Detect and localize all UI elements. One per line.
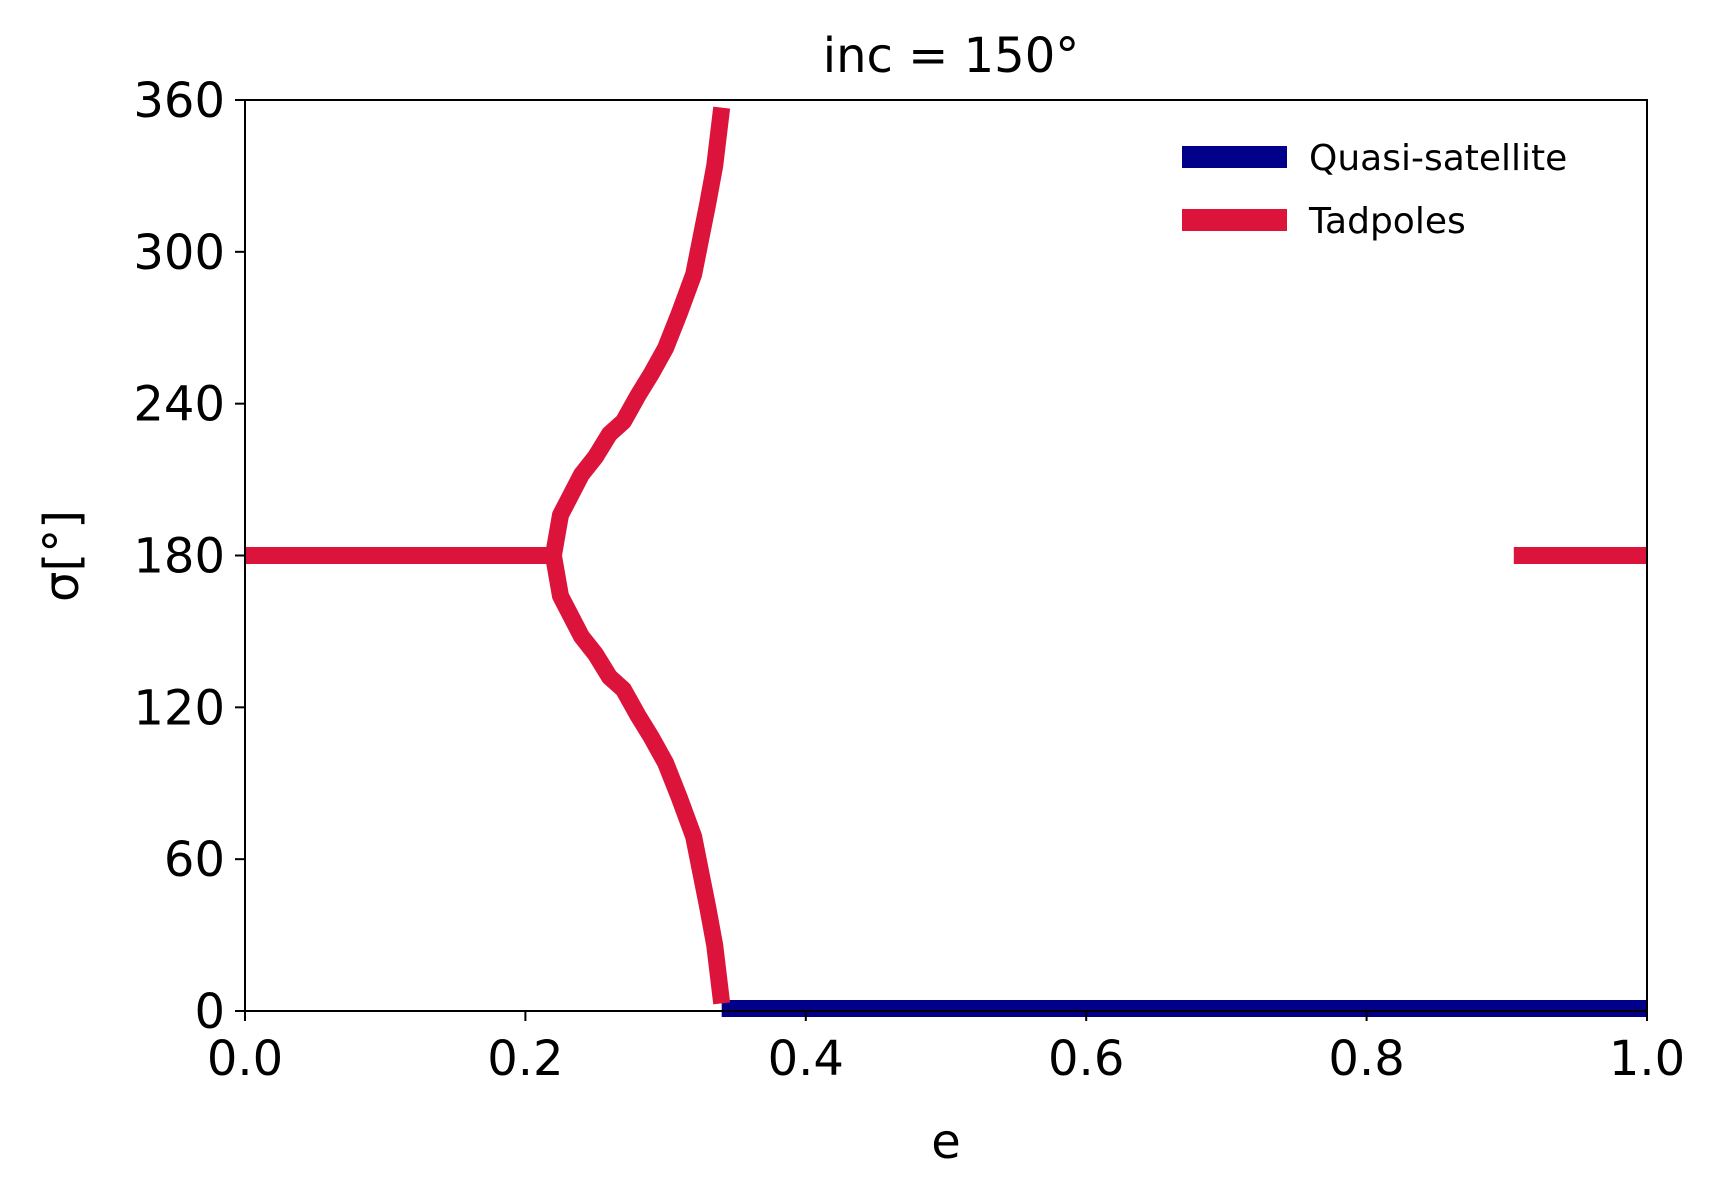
y-tick-label: 120 — [133, 680, 225, 736]
series-tadpoles-segment-2 — [545, 554, 731, 1005]
x-tick-label: 0.2 — [487, 1031, 563, 1087]
y-axis: 0 60 120 180 240 300 360 — [133, 73, 245, 1040]
x-tick-label: 1.0 — [1609, 1031, 1685, 1087]
legend: Quasi-satellite Tadpoles — [1182, 138, 1567, 242]
y-axis-label: σ[°] — [34, 510, 90, 602]
x-axis-label: e — [931, 1114, 961, 1170]
x-tick-label: 0.6 — [1048, 1031, 1124, 1087]
y-tick-label: 240 — [133, 377, 225, 433]
y-tick-label: 180 — [133, 529, 225, 585]
x-tick-label: 0.4 — [768, 1031, 844, 1087]
y-tick-label: 300 — [133, 225, 225, 281]
chart-title: inc = 150° — [823, 28, 1080, 84]
x-axis: 0.0 0.2 0.4 0.6 0.8 1.0 — [207, 1011, 1685, 1087]
y-tick-label: 0 — [194, 984, 225, 1040]
series-layer — [245, 106, 1647, 1017]
x-tick-label: 0.8 — [1328, 1031, 1404, 1087]
series-tadpoles-segment-1 — [545, 106, 731, 557]
x-tick-label: 0.0 — [207, 1031, 283, 1087]
legend-label-tadpoles: Tadpoles — [1308, 201, 1466, 242]
y-tick-label: 360 — [133, 73, 225, 129]
legend-label-quasi-satellite: Quasi-satellite — [1309, 138, 1567, 179]
y-tick-label: 60 — [164, 832, 225, 888]
